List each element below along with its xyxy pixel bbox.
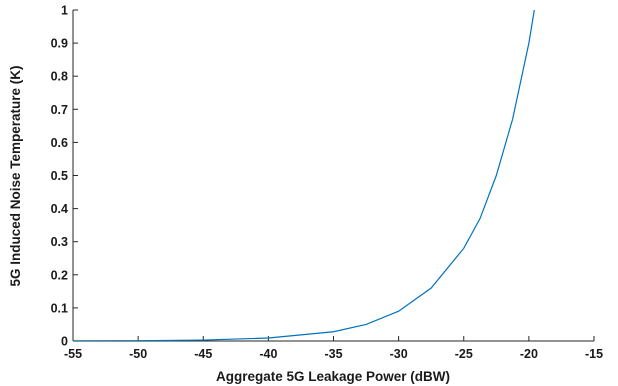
y-tick-label: 0.4	[51, 202, 68, 216]
y-tick-label: 0.1	[51, 301, 68, 315]
y-tick-label: 0.5	[51, 169, 68, 183]
x-tick-label: -30	[390, 347, 408, 361]
y-tick-label: 0.3	[51, 235, 68, 249]
x-tick-label: -15	[585, 347, 603, 361]
y-tick-label: 0.9	[51, 37, 68, 51]
x-tick-label: -50	[129, 347, 147, 361]
y-tick-label: 0.6	[51, 136, 68, 150]
y-axis-label: 5G Induced Noise Temperature (K)	[8, 65, 23, 286]
x-tick-label: -45	[194, 347, 212, 361]
x-axis-label: Aggregate 5G Leakage Power (dBW)	[216, 369, 450, 384]
x-tick-label: -40	[259, 347, 277, 361]
y-tick-label: 0.7	[51, 103, 68, 117]
x-tick-label: -35	[324, 347, 342, 361]
y-tick-label: 0	[61, 335, 68, 349]
x-tick-label: -55	[64, 347, 82, 361]
y-tick-label: 1	[61, 4, 68, 18]
y-tick-label: 0.8	[51, 70, 68, 84]
series-line	[73, 10, 535, 341]
x-tick-label: -20	[520, 347, 538, 361]
x-tick-label: -25	[455, 347, 473, 361]
y-tick-label: 0.2	[51, 268, 68, 282]
